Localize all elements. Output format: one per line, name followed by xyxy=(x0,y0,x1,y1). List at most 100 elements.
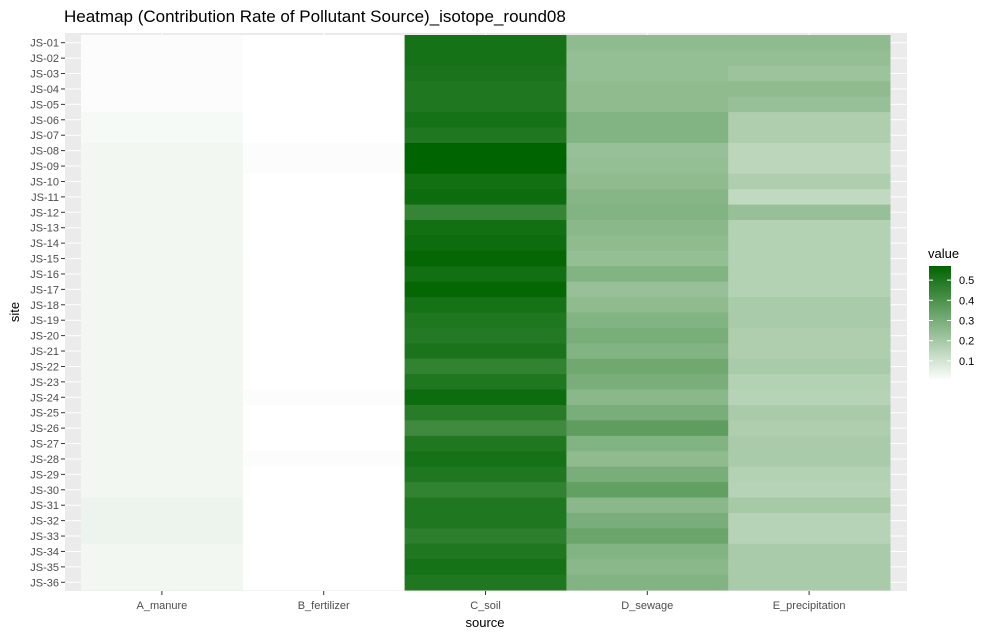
heatmap-cell-js-10-e_precipitation xyxy=(728,173,891,190)
heatmap-cell-js-22-a_manure xyxy=(81,358,244,375)
heatmap-cell-js-29-c_soil xyxy=(404,466,567,483)
heatmap-cell-js-09-b_fertilizer xyxy=(242,158,406,175)
heatmap-cell-js-16-b_fertilizer xyxy=(242,266,406,283)
heatmap-cell-js-08-d_sewage xyxy=(566,142,729,159)
y-tick-label: JS-24 xyxy=(30,392,59,404)
legend-colorbar xyxy=(929,266,951,381)
heatmap-cell-js-28-a_manure xyxy=(81,451,244,468)
heatmap-cell-js-35-c_soil xyxy=(404,559,567,576)
heatmap-cell-js-18-a_manure xyxy=(81,297,244,313)
heatmap-cell-js-25-d_sewage xyxy=(566,405,729,421)
heatmap-cell-js-13-c_soil xyxy=(404,220,567,236)
heatmap-cell-js-27-b_fertilizer xyxy=(242,435,406,452)
heatmap-cell-js-28-b_fertilizer xyxy=(242,451,406,468)
heatmap-cell-js-09-e_precipitation xyxy=(728,158,891,175)
heatmap-cell-js-05-d_sewage xyxy=(566,96,729,113)
y-axis-title: site xyxy=(7,302,22,322)
heatmap-cell-js-21-e_precipitation xyxy=(728,343,891,360)
heatmap-cell-js-07-e_precipitation xyxy=(728,127,891,144)
heatmap-cell-js-11-d_sewage xyxy=(566,189,729,206)
heatmap-cell-js-10-b_fertilizer xyxy=(242,173,406,190)
heatmap-cell-js-15-c_soil xyxy=(404,250,567,267)
heatmap-cell-js-14-b_fertilizer xyxy=(242,235,406,252)
heatmap-cell-js-19-c_soil xyxy=(404,312,567,329)
heatmap-cell-js-24-b_fertilizer xyxy=(242,389,406,406)
heatmap-cell-js-17-d_sewage xyxy=(566,281,729,298)
heatmap-cell-js-09-a_manure xyxy=(81,158,244,175)
heatmap-cell-js-08-b_fertilizer xyxy=(242,142,406,159)
heatmap-cell-js-15-e_precipitation xyxy=(728,250,891,267)
heatmap-cell-js-13-e_precipitation xyxy=(728,220,891,236)
heatmap-cell-js-05-c_soil xyxy=(404,96,567,113)
heatmap-cell-js-30-b_fertilizer xyxy=(242,482,406,498)
heatmap-cell-js-26-b_fertilizer xyxy=(242,420,406,437)
heatmap-cell-js-30-a_manure xyxy=(81,482,244,498)
heatmap-cell-js-31-a_manure xyxy=(81,497,244,514)
heatmap-cell-js-35-e_precipitation xyxy=(728,559,891,576)
heatmap-cell-js-33-c_soil xyxy=(404,528,567,545)
x-tick-label: E_precipitation xyxy=(773,600,846,612)
heatmap-cell-js-09-c_soil xyxy=(404,158,567,175)
heatmap-cell-js-06-b_fertilizer xyxy=(242,112,406,128)
heatmap-cell-js-12-c_soil xyxy=(404,204,567,221)
heatmap-cell-js-08-c_soil xyxy=(404,142,567,159)
heatmap-cell-js-07-c_soil xyxy=(404,127,567,144)
heatmap-cell-js-12-e_precipitation xyxy=(728,204,891,221)
heatmap-cell-js-34-b_fertilizer xyxy=(242,543,406,560)
heatmap-cell-js-28-c_soil xyxy=(404,451,567,468)
heatmap-cell-js-04-a_manure xyxy=(81,81,244,98)
heatmap-cell-js-32-e_precipitation xyxy=(728,512,891,529)
y-tick-label: JS-27 xyxy=(30,439,59,451)
heatmap-cell-js-13-d_sewage xyxy=(566,220,729,236)
heatmap-cell-js-20-a_manure xyxy=(81,327,244,344)
heatmap-cell-js-07-a_manure xyxy=(81,127,244,144)
heatmap-cell-js-12-d_sewage xyxy=(566,204,729,221)
y-tick-label: JS-11 xyxy=(31,192,59,204)
heatmap-cell-js-36-d_sewage xyxy=(566,574,729,591)
heatmap-cell-js-04-c_soil xyxy=(404,81,567,98)
heatmap-cell-js-02-a_manure xyxy=(81,50,244,67)
legend-tick-label: 0.5 xyxy=(959,275,974,287)
y-tick-label: JS-15 xyxy=(30,254,59,266)
heatmap-cell-js-27-a_manure xyxy=(81,435,244,452)
heatmap-cell-js-34-e_precipitation xyxy=(728,543,891,560)
heatmap-cell-js-06-e_precipitation xyxy=(728,112,891,128)
y-tick-label: JS-31 xyxy=(30,500,59,512)
heatmap-cell-js-16-c_soil xyxy=(404,266,567,283)
heatmap-cell-js-27-d_sewage xyxy=(566,435,729,452)
x-tick-label: C_soil xyxy=(470,600,501,612)
heatmap-cell-js-01-e_precipitation xyxy=(728,35,891,51)
heatmap-cell-js-32-b_fertilizer xyxy=(242,512,406,529)
y-tick-label: JS-04 xyxy=(30,84,59,96)
legend-tick-label: 0.3 xyxy=(959,315,974,327)
heatmap-cell-js-23-d_sewage xyxy=(566,374,729,391)
heatmap-cell-js-25-a_manure xyxy=(81,405,244,421)
heatmap-cell-js-01-a_manure xyxy=(81,35,244,51)
heatmap-cell-js-23-e_precipitation xyxy=(728,374,891,391)
heatmap-cell-js-03-b_fertilizer xyxy=(242,65,406,82)
heatmap-cell-js-33-b_fertilizer xyxy=(242,528,406,545)
legend-tick-label: 0.4 xyxy=(959,295,974,307)
legend-tick-label: 0.1 xyxy=(959,356,974,368)
heatmap-cell-js-21-b_fertilizer xyxy=(242,343,406,360)
legend-tick-label: 0.2 xyxy=(959,336,974,348)
heatmap-cell-js-19-e_precipitation xyxy=(728,312,891,329)
heatmap-cell-js-27-c_soil xyxy=(404,435,567,452)
heatmap-cell-js-11-e_precipitation xyxy=(728,189,891,206)
heatmap-cell-js-29-a_manure xyxy=(81,466,244,483)
heatmap-cell-js-30-d_sewage xyxy=(566,482,729,498)
y-tick-label: JS-17 xyxy=(30,284,59,296)
y-tick-label: JS-14 xyxy=(30,238,59,250)
y-tick-label: JS-09 xyxy=(30,161,59,173)
heatmap-cell-js-04-e_precipitation xyxy=(728,81,891,98)
y-tick-label: JS-01 xyxy=(30,38,59,50)
heatmap-cell-js-28-e_precipitation xyxy=(728,451,891,468)
heatmap-cell-js-28-d_sewage xyxy=(566,451,729,468)
y-tick-label: JS-34 xyxy=(30,546,59,558)
heatmap-cell-js-20-b_fertilizer xyxy=(242,327,406,344)
heatmap-cell-js-34-d_sewage xyxy=(566,543,729,560)
x-axis-ticks: A_manure B_fertilizer C_soil D_sewage E_prec… xyxy=(137,591,846,612)
heatmap-cell-js-19-b_fertilizer xyxy=(242,312,406,329)
y-tick-label: JS-33 xyxy=(30,531,59,543)
chart-title: Heatmap (Contribution Rate of Pollutant … xyxy=(64,7,566,26)
